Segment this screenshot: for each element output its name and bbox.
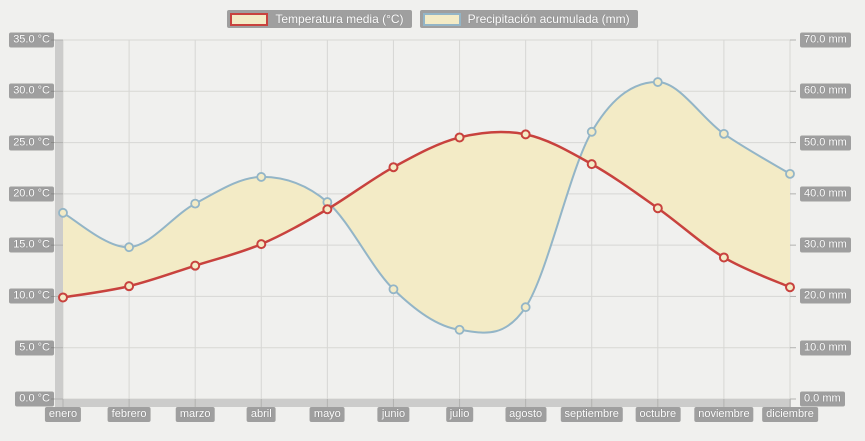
y-axis-tick-label-left: 15.0 °C: [9, 237, 54, 253]
precipitation-marker: [719, 128, 729, 139]
y-axis-tick-label-right: 60.0 mm: [800, 83, 851, 99]
y-axis-tick-label-right: 0.0 mm: [800, 391, 845, 407]
y-axis-tick-label-left: 0.0 °C: [15, 391, 54, 407]
temperature-marker: [256, 239, 267, 250]
precipitation-marker: [190, 198, 201, 209]
y-axis-tick-label-right: 30.0 mm: [800, 237, 851, 253]
temperature-marker: [718, 252, 729, 263]
legend-item-temperature[interactable]: Temperatura media (°C): [227, 10, 412, 28]
precipitation-marker: [520, 302, 531, 313]
temperature-marker: [124, 281, 135, 292]
precipitation-marker: [124, 242, 134, 253]
precipitation-marker: [785, 168, 795, 179]
temperature-marker: [388, 162, 399, 173]
area-fill-between-series: [63, 82, 790, 333]
chart-legend: Temperatura media (°C) Precipitación acu…: [0, 10, 865, 28]
temperature-marker: [586, 159, 597, 170]
precipitation-marker: [256, 172, 267, 182]
precipitation-swatch-icon: [422, 12, 461, 26]
x-axis-tick-label: marzo: [175, 407, 215, 422]
axis-wall-bottom: [55, 399, 791, 407]
legend-item-label: Temperatura media (°C): [275, 12, 404, 26]
y-axis-tick-label-left: 35.0 °C: [9, 32, 54, 48]
x-axis-tick-label: febrero: [107, 407, 151, 422]
temperature-marker: [190, 260, 201, 271]
x-axis-tick-label: noviembre: [694, 407, 754, 422]
temperature-marker: [322, 204, 333, 215]
legend-item-precipitation[interactable]: Precipitación acumulada (mm): [419, 10, 638, 28]
x-axis-tick-label: octubre: [635, 407, 681, 422]
x-axis-tick-label: enero: [44, 407, 82, 422]
temperature-line: [62, 130, 791, 299]
x-axis-tick-label: agosto: [505, 407, 547, 422]
x-axis-tick-label: junio: [377, 407, 410, 422]
temperature-marker: [652, 203, 663, 214]
x-axis-tick-label: diciembre: [762, 407, 818, 422]
y-axis-tick-label-right: 50.0 mm: [800, 135, 851, 151]
precipitation-marker: [454, 324, 465, 335]
legend-item-label: Precipitación acumulada (mm): [467, 12, 630, 26]
y-axis-tick-label-left: 25.0 °C: [9, 135, 54, 151]
precipitation-marker: [652, 77, 663, 87]
axis-wall-left: [55, 40, 63, 407]
y-axis-tick-label-right: 10.0 mm: [800, 340, 851, 356]
temperature-marker: [785, 282, 795, 293]
x-axis-tick-label: julio: [445, 407, 474, 422]
temperature-marker: [520, 129, 531, 140]
y-axis-tick-label-left: 20.0 °C: [9, 186, 54, 202]
temperature-swatch-icon: [230, 12, 269, 26]
temperature-marker: [58, 292, 68, 303]
x-axis-tick-label: abril: [246, 407, 276, 422]
y-axis-tick-label-right: 70.0 mm: [800, 32, 851, 48]
x-axis-tick-label: mayo: [309, 407, 345, 422]
y-axis-tick-label-left: 5.0 °C: [15, 340, 54, 356]
y-axis-tick-label-left: 30.0 °C: [9, 83, 54, 99]
y-axis-tick-label-left: 10.0 °C: [9, 288, 54, 304]
precipitation-marker: [58, 207, 68, 218]
y-axis-tick-label-right: 40.0 mm: [800, 186, 851, 202]
precipitation-marker: [586, 126, 597, 137]
x-axis-tick-label: septiembre: [560, 407, 623, 422]
precipitation-marker: [388, 284, 399, 295]
temperature-marker: [454, 132, 465, 143]
y-axis-tick-label-right: 20.0 mm: [800, 288, 851, 304]
